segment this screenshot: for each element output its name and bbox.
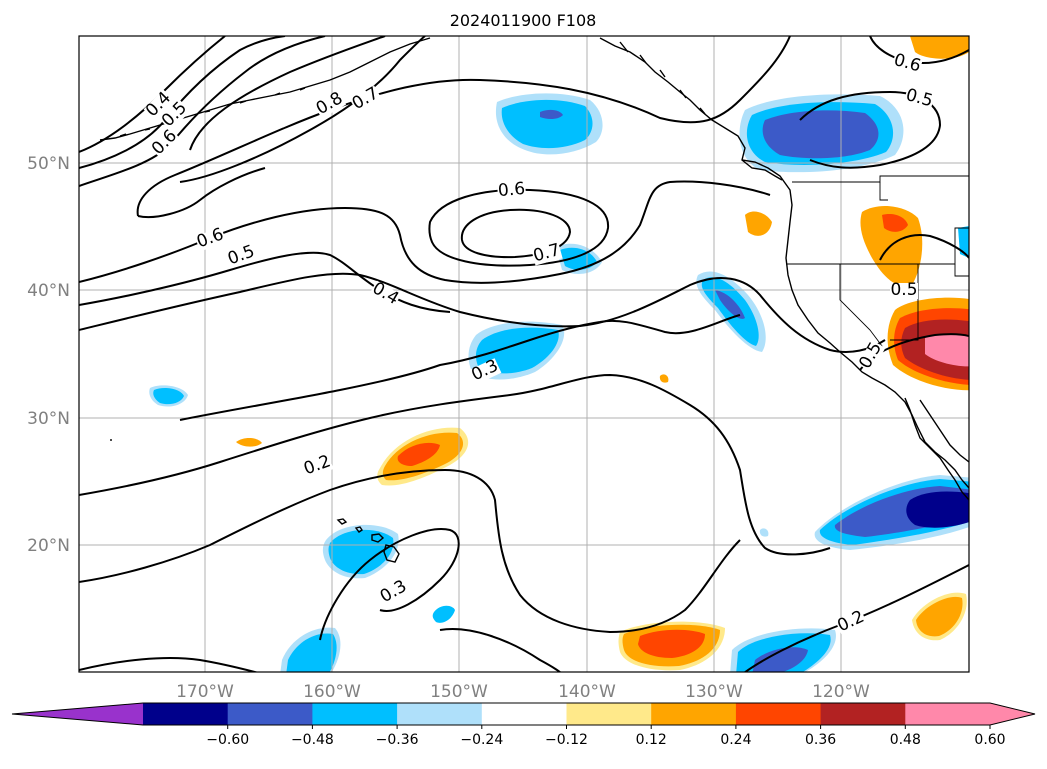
latitude-labels: 50°N 40°N 30°N 20°N — [27, 154, 70, 556]
graticule — [79, 36, 969, 672]
shade-socal-pink — [925, 333, 969, 367]
shade-blue-se-navy — [906, 491, 969, 528]
colorbar-tick-label: −0.12 — [545, 732, 588, 748]
lon-label: 170°W — [176, 682, 234, 702]
contour-label: 0.6 — [497, 179, 526, 201]
contour-lines — [79, 36, 969, 672]
lat-label: 40°N — [27, 281, 70, 301]
shade-orange-se-inner — [916, 596, 963, 637]
shade-blue-gulf-alaska-inner — [501, 99, 593, 149]
colorbar-segment — [143, 703, 229, 725]
colorbar-segment — [227, 703, 313, 725]
colorbar-tick-label: 0.48 — [890, 732, 921, 748]
contour-label-group: 0.4 0.5 0.6 0.8 0.7 0.6 0.5 0.6 0.7 0.4 … — [142, 50, 935, 636]
longitude-labels: 170°W 160°W 150°W 140°W 130°W 120°W — [176, 682, 870, 702]
colorbar: −0.60 −0.48 −0.36 −0.24 −0.12 0.12 0.24 0.36 0.4… — [11, 702, 1036, 748]
colorbar-tick-label: −0.48 — [291, 732, 334, 748]
shade-red-interior-nw — [882, 214, 908, 232]
lon-label: 150°W — [430, 682, 488, 702]
colorbar-segment — [397, 703, 483, 725]
shade-orange-oregon-coast — [745, 211, 772, 236]
map-frame — [78, 35, 970, 673]
colorbar-tick-label: 0.24 — [720, 732, 751, 748]
colorbar-outline — [11, 702, 1036, 726]
colorbar-tick-label: 0.60 — [974, 732, 1005, 748]
colorbar-segment — [735, 703, 822, 725]
coastlines — [99, 37, 969, 563]
lon-label: 120°W — [812, 682, 870, 702]
shade-blue-tiny-20n — [759, 528, 769, 537]
colorbar-tick-label: −0.24 — [460, 732, 503, 748]
colorbar-extend-low — [12, 703, 143, 725]
colorbar-segment — [312, 703, 398, 725]
map-title: 2024011900 F108 — [450, 11, 597, 30]
lat-label: 50°N — [27, 154, 70, 174]
colorbar-segment — [820, 703, 906, 725]
lon-label: 140°W — [558, 682, 616, 702]
colorbar-tick-label: −0.36 — [376, 732, 419, 748]
shade-orange-tiny-west — [236, 437, 262, 447]
shade-blue-coast-38n-core — [715, 290, 745, 319]
shade-blue-west-inner — [153, 388, 184, 405]
shade-blue-35n-inner — [475, 327, 559, 374]
shade-blue-bc-core — [762, 110, 879, 159]
colorbar-segment — [651, 703, 737, 725]
colorbar-segment — [481, 703, 567, 725]
colorbar-segment — [566, 703, 652, 725]
colorbar-segment — [905, 703, 991, 725]
colorbar-extend-high — [990, 703, 1035, 725]
shade-blue-sw-inner — [286, 633, 337, 672]
contour-label: 0.5 — [890, 280, 917, 300]
shade-orange-ne-corner — [910, 36, 969, 59]
colorbar-tick-label: −0.60 — [206, 732, 249, 748]
shade-orange-27n-core — [397, 442, 440, 466]
lon-label: 130°W — [685, 682, 743, 702]
colorbar-tick-label: 0.12 — [636, 732, 667, 748]
shade-blue-south-core — [752, 647, 808, 672]
shade-blue-hawaii-inner — [328, 529, 394, 575]
shade-blue-15n-tiny — [432, 605, 455, 623]
lat-label: 30°N — [27, 409, 70, 429]
shade-orange-south-core — [638, 629, 705, 658]
shaded-regions — [149, 36, 969, 672]
shade-blue-gulf-alaska-core — [540, 109, 563, 120]
colorbar-tick-label: 0.36 — [805, 732, 836, 748]
shade-orange-tiny-35n — [659, 374, 669, 383]
lon-label: 160°W — [303, 682, 361, 702]
lat-label: 20°N — [27, 536, 70, 556]
